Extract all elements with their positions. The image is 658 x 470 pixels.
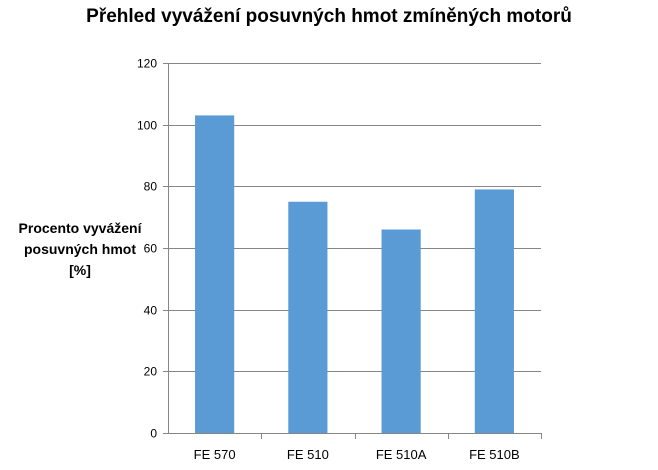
x-tick-label: FE 570 [194, 447, 236, 462]
y-axis-title-line-3: [%] [69, 262, 91, 278]
axes [163, 63, 542, 439]
x-tick-label: FE 510B [469, 447, 520, 462]
y-tick-label: 100 [137, 119, 157, 133]
y-tick-label: 20 [144, 365, 158, 379]
y-tick-label: 80 [144, 180, 158, 194]
x-tick-label: FE 510 [287, 447, 329, 462]
tick-labels: 0 20 40 60 80 100 120 FE 570 FE 510 FE 510A FE 510… [137, 57, 520, 463]
bar [381, 229, 421, 433]
y-tick-label: 120 [137, 57, 157, 71]
y-tick-label: 60 [144, 242, 158, 256]
bar [474, 189, 514, 433]
x-tick-label: FE 510A [376, 447, 427, 462]
y-axis-title-line-2: posuvných hmot [23, 241, 136, 257]
bar [288, 201, 328, 433]
y-tick-label: 40 [144, 304, 158, 318]
y-tick-label: 0 [150, 427, 157, 441]
chart-title: Přehled vyvážení posuvných hmot zmíněnýc… [86, 6, 572, 27]
y-axis-title: Procento vyvážení posuvných hmot [%] [0, 218, 160, 281]
bar [195, 115, 235, 434]
bars [195, 115, 514, 434]
y-axis-title-line-1: Procento vyvážení [18, 220, 142, 236]
